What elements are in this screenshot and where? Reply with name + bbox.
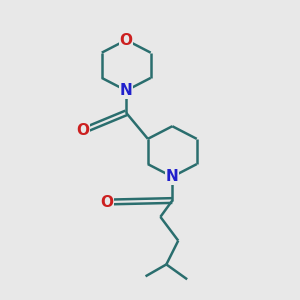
Text: O: O [120,32,133,47]
Text: N: N [120,83,133,98]
Text: O: O [76,123,90,138]
Text: O: O [100,194,113,209]
Text: N: N [166,169,179,184]
